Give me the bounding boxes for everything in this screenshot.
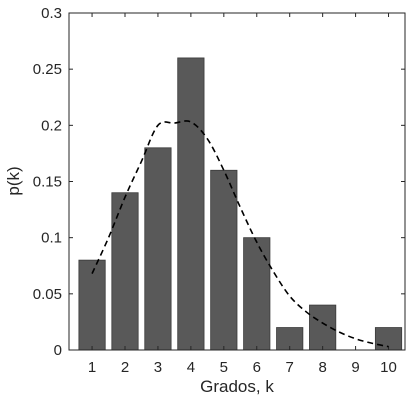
y-tick-label: 0.15 (33, 174, 62, 191)
x-tick-label: 1 (88, 359, 96, 376)
bars-group (78, 57, 403, 351)
bar-k-5 (210, 169, 238, 351)
y-axis-ticks: 0 0.05 0.1 0.15 0.2 0.25 0.3 (33, 5, 405, 359)
y-tick-label: 0 (54, 342, 62, 359)
y-tick-label: 0.1 (41, 230, 62, 247)
x-tick-label: 5 (220, 359, 228, 376)
y-tick-label: 0.25 (33, 61, 62, 78)
x-tick-label: 8 (318, 359, 326, 376)
x-tick-label: 2 (121, 359, 129, 376)
y-axis-label: p(k) (4, 166, 23, 195)
axes-box (68, 12, 406, 351)
x-axis-label: Grados, k (200, 377, 274, 396)
y-tick-label: 0.3 (41, 5, 62, 22)
fit-curve-line (91, 120, 389, 348)
x-tick-label: 10 (380, 359, 397, 376)
bar-k-6 (243, 237, 271, 351)
x-tick-label: 3 (154, 359, 162, 376)
bar-k-1 (78, 259, 106, 351)
x-tick-label: 6 (253, 359, 261, 376)
y-tick-label: 0.05 (33, 286, 62, 303)
x-tick-label: 7 (286, 359, 294, 376)
y-tick-label: 0.2 (41, 117, 62, 134)
bar-k-3 (144, 147, 172, 351)
bar-k-2 (111, 192, 139, 351)
x-tick-label: 9 (351, 359, 359, 376)
bar-k-4 (177, 57, 205, 351)
x-axis-ticks: 1 2 3 4 5 6 7 8 9 10 (88, 13, 397, 376)
x-tick-label: 4 (187, 359, 195, 376)
